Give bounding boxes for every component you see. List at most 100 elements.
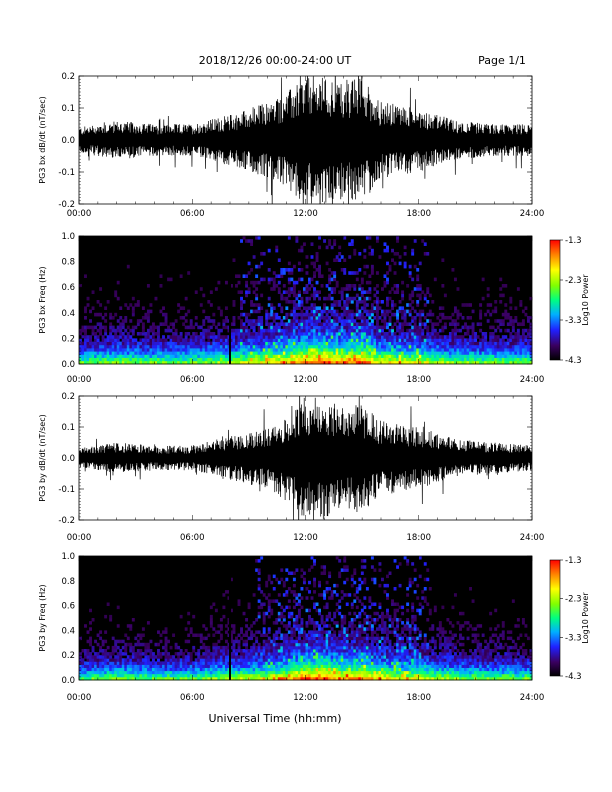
- spectrogram-cell: [119, 357, 123, 362]
- spectrogram-cell: [393, 332, 397, 336]
- spectrogram-cell: [323, 296, 327, 301]
- spectrogram-cell: [192, 676, 196, 681]
- spectrogram-cell: [167, 639, 170, 644]
- spectrogram-cell: [333, 667, 337, 672]
- spectrogram-cell: [325, 664, 329, 668]
- spectrogram-cell: [509, 338, 513, 342]
- spectrogram-cell: [297, 341, 301, 346]
- spectrogram-cell: [330, 303, 334, 307]
- spectrogram-cell: [255, 667, 259, 672]
- spectrogram-cell: [313, 306, 316, 310]
- spectrogram-cell: [237, 642, 241, 647]
- spectrogram-cell: [446, 348, 450, 352]
- spectrogram-cell: [197, 670, 201, 675]
- spectrogram-cell: [526, 338, 530, 342]
- spectrogram-cell: [441, 344, 445, 349]
- spectrogram-cell: [504, 348, 508, 352]
- spectrogram-cell: [189, 360, 193, 365]
- spectrogram-cell: [214, 670, 218, 675]
- spectrogram-cell: [247, 602, 251, 606]
- spectrogram-cell: [255, 636, 259, 641]
- spectrogram-cell: [391, 306, 394, 310]
- spectrogram-cell: [461, 344, 465, 349]
- spectrogram-cell: [521, 354, 525, 358]
- spectrogram-cell: [79, 344, 82, 349]
- spectrogram-cell: [287, 614, 291, 619]
- spectrogram-cell: [167, 357, 170, 362]
- spectrogram-cell: [136, 670, 140, 675]
- spectrogram-cell: [345, 335, 349, 339]
- spectrogram-cell: [119, 325, 123, 330]
- spectrogram-cell: [222, 348, 226, 352]
- spectrogram-cell: [250, 268, 254, 272]
- spectrogram-cell: [300, 322, 304, 326]
- spectrogram-cell: [164, 655, 168, 659]
- spectrogram-cell: [96, 312, 100, 317]
- spectrogram-cell: [343, 338, 347, 342]
- spectrogram-cell: [521, 344, 525, 349]
- spectrogram-cell: [330, 328, 334, 333]
- spectrogram-cell: [345, 312, 349, 317]
- spectrogram-cell: [290, 360, 294, 365]
- spectrogram-cell: [167, 673, 170, 678]
- spectrogram-cell: [247, 322, 251, 326]
- spectrogram-cell: [358, 309, 362, 314]
- spectrogram-cell: [121, 319, 125, 323]
- spectrogram-cell: [297, 649, 301, 653]
- spectrogram-cell: [426, 335, 430, 339]
- spectrogram-cell: [262, 627, 266, 631]
- spectrogram-cell: [224, 306, 228, 310]
- spectrogram-cell: [411, 351, 415, 355]
- spectrogram-cell: [516, 351, 520, 355]
- spectrogram-cell: [172, 332, 176, 336]
- spectrogram-cell: [257, 309, 261, 314]
- spectrogram-cell: [86, 655, 90, 659]
- spectrogram-cell: [89, 348, 92, 352]
- spectrogram-cell: [360, 341, 364, 346]
- spectrogram-cell: [295, 624, 299, 628]
- spectrogram-cell: [237, 673, 241, 678]
- spectrogram-cell: [506, 328, 510, 333]
- spectrogram-cell: [212, 642, 216, 647]
- spectrogram-cell: [338, 559, 342, 563]
- spectrogram-cell: [275, 338, 279, 342]
- spectrogram-cell: [328, 574, 332, 579]
- spectrogram-cell: [373, 287, 377, 291]
- spectrogram-cell: [280, 360, 284, 365]
- spectrogram-cell: [436, 335, 440, 339]
- spectrogram-cell: [408, 328, 412, 333]
- spectrogram-cell: [199, 325, 203, 330]
- spectrogram-cell: [227, 338, 231, 342]
- spectrogram-cell: [267, 344, 271, 349]
- spectrogram-cell: [338, 664, 342, 668]
- spectrogram-cell: [333, 630, 337, 634]
- spectrogram-cell: [136, 649, 140, 653]
- spectrogram-cell: [159, 676, 163, 681]
- spectrogram-cell: [172, 667, 176, 672]
- spectrogram-cell: [333, 274, 337, 278]
- spectrogram-cell: [237, 316, 241, 320]
- spectrogram-cell: [297, 642, 301, 647]
- spectrogram-cell: [418, 344, 422, 349]
- spectrogram-cell: [169, 328, 173, 333]
- spectrogram-cell: [431, 322, 435, 326]
- spectrogram-cell: [250, 239, 254, 243]
- spectrogram-cell: [99, 287, 103, 291]
- spectrogram-cell: [129, 624, 133, 628]
- spectrogram-cell: [481, 338, 485, 342]
- spectrogram-cell: [431, 344, 435, 349]
- spectrogram-cell: [277, 344, 281, 349]
- spectrogram-cell: [141, 348, 145, 352]
- spectrogram-cell: [194, 676, 198, 681]
- spectrogram-cell: [96, 652, 100, 656]
- spectrogram-cell: [96, 344, 100, 349]
- spectrogram-cell: [197, 325, 201, 330]
- spectrogram-cell: [383, 274, 387, 278]
- spectrogram-cell: [353, 271, 357, 275]
- spectrogram-cell: [230, 332, 233, 336]
- spectrogram-cell: [302, 639, 306, 644]
- spectrogram-cell: [86, 325, 90, 330]
- spectrogram-cell: [373, 354, 377, 358]
- spectrogram-cell: [353, 335, 357, 339]
- spectrogram-cell: [320, 354, 324, 358]
